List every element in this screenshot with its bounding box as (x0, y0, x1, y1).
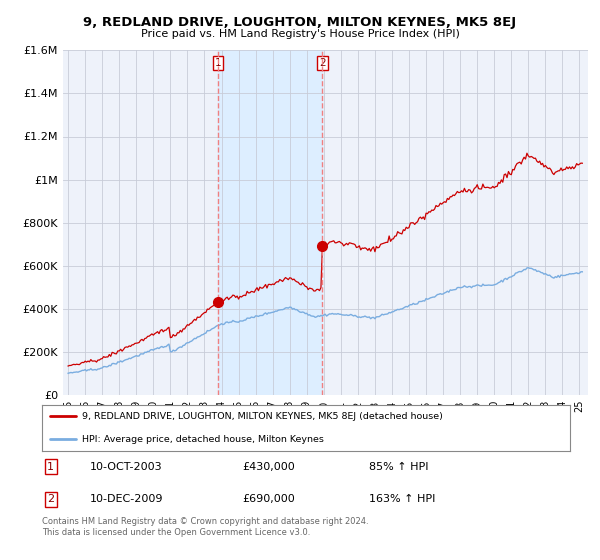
Text: 163% ↑ HPI: 163% ↑ HPI (370, 494, 436, 505)
Text: 10-DEC-2009: 10-DEC-2009 (89, 494, 163, 505)
Text: 2: 2 (47, 494, 55, 505)
Text: 2: 2 (319, 58, 326, 68)
Text: £690,000: £690,000 (242, 494, 295, 505)
Text: 1: 1 (47, 461, 54, 472)
Bar (218, 50, 322, 395)
Text: Contains HM Land Registry data © Crown copyright and database right 2024.
This d: Contains HM Land Registry data © Crown c… (42, 517, 368, 537)
Text: £430,000: £430,000 (242, 461, 295, 472)
Text: 9, REDLAND DRIVE, LOUGHTON, MILTON KEYNES, MK5 8EJ: 9, REDLAND DRIVE, LOUGHTON, MILTON KEYNE… (83, 16, 517, 29)
Text: 85% ↑ HPI: 85% ↑ HPI (370, 461, 429, 472)
Text: HPI: Average price, detached house, Milton Keynes: HPI: Average price, detached house, Milt… (82, 435, 323, 444)
Text: 9, REDLAND DRIVE, LOUGHTON, MILTON KEYNES, MK5 8EJ (detached house): 9, REDLAND DRIVE, LOUGHTON, MILTON KEYNE… (82, 412, 442, 421)
Text: Price paid vs. HM Land Registry's House Price Index (HPI): Price paid vs. HM Land Registry's House … (140, 29, 460, 39)
Text: 1: 1 (214, 58, 221, 68)
Text: 10-OCT-2003: 10-OCT-2003 (89, 461, 162, 472)
